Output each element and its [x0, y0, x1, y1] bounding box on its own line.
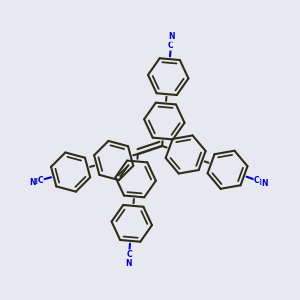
Text: N: N — [125, 259, 132, 268]
Text: N: N — [29, 178, 35, 187]
Text: C: C — [168, 41, 174, 50]
Text: N: N — [168, 32, 175, 41]
Text: C: C — [38, 176, 43, 184]
Text: N: N — [262, 179, 268, 188]
Text: C: C — [126, 250, 132, 259]
Text: C: C — [254, 176, 260, 185]
